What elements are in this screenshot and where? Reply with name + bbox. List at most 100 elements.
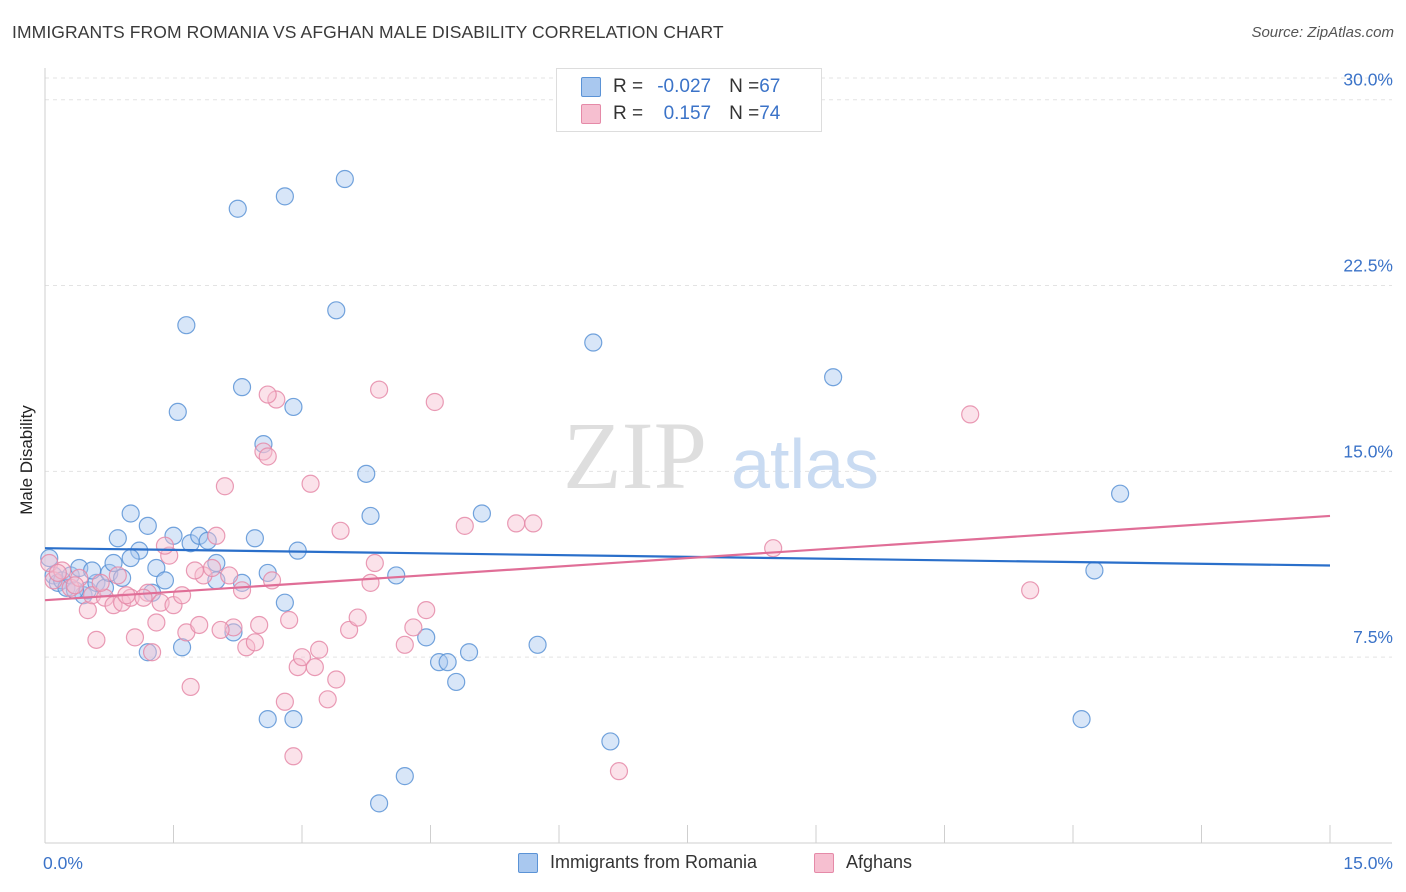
romania-point <box>335 169 354 189</box>
series-swatch-afghans <box>814 852 834 873</box>
afghan-point <box>340 620 359 640</box>
grid-lines <box>45 77 1392 658</box>
romania-point <box>584 333 603 352</box>
afghan-point <box>185 561 205 580</box>
romania-point <box>327 301 346 320</box>
romania-point <box>357 464 376 483</box>
afghan-point <box>280 610 299 630</box>
afghan-point <box>507 514 526 533</box>
series-swatch-romania <box>518 852 538 873</box>
afghan-point <box>961 405 980 424</box>
romania-trend-line <box>44 547 1331 567</box>
romania-point <box>1085 561 1104 580</box>
afghan-point <box>258 385 277 404</box>
afghan-point <box>202 558 222 578</box>
legend-r-label: R = <box>613 76 644 97</box>
afghan-point <box>108 566 127 585</box>
watermark-atlas: atlas <box>731 425 879 503</box>
afghan-point <box>524 514 543 533</box>
romania-point <box>395 767 414 786</box>
afghan-point <box>147 613 166 632</box>
afghan-point <box>258 447 277 466</box>
romania-point <box>40 548 59 568</box>
y-tick-label: 30.0% <box>1343 70 1393 90</box>
afghan-point <box>425 392 444 412</box>
romania-point <box>417 628 436 647</box>
afghan-point <box>267 390 286 409</box>
afghan-point <box>275 692 294 711</box>
afghan-point <box>370 380 389 399</box>
correlation-legend: R = -0.027 N = 67 R = 0.157 N = 74 <box>556 68 822 132</box>
romania-point <box>1111 484 1130 503</box>
romania-point <box>472 504 491 523</box>
afghan-point <box>91 573 110 592</box>
romania-point <box>147 558 166 578</box>
afghan-point <box>172 586 192 605</box>
legend-r-value: -0.027 <box>657 76 712 97</box>
romania-point <box>155 571 175 590</box>
afghan-point <box>327 670 346 689</box>
romania-point <box>177 316 196 335</box>
afghan-point <box>348 608 367 627</box>
afghan-point <box>764 539 783 558</box>
y-axis-label: Male Disability <box>17 405 36 515</box>
series-legend-afghans[interactable]: Afghans <box>814 852 912 873</box>
watermark-zip: ZIP <box>563 402 707 509</box>
afghan-point <box>207 526 226 545</box>
afghan-point <box>155 536 175 555</box>
romania-point <box>824 368 843 387</box>
watermark: ZIP atlas <box>563 402 879 509</box>
x-tick-label: 0.0% <box>43 853 83 873</box>
romania-point <box>601 732 620 751</box>
romania-point <box>232 378 252 397</box>
afghan-point <box>292 648 312 667</box>
romania-point <box>172 638 192 657</box>
legend-r-label: R = <box>613 103 644 124</box>
afghan-point <box>365 553 384 573</box>
afghan-point <box>305 657 324 677</box>
series-legend-romania[interactable]: Immigrants from Romania <box>518 852 757 873</box>
romania-point <box>121 504 140 523</box>
afghan-point <box>395 635 414 654</box>
afghan-point <box>78 601 97 620</box>
romania-point <box>459 643 479 662</box>
romania-point <box>528 635 547 654</box>
legend-row-afghans: R = 0.157 N = 74 <box>581 100 780 128</box>
series-label-romania: Immigrants from Romania <box>550 852 758 872</box>
y-tick-label: 15.0% <box>1343 441 1393 461</box>
afghan-point <box>318 690 337 709</box>
afghan-point <box>87 630 106 649</box>
afghan-point <box>455 516 474 535</box>
afghan-point <box>181 677 200 697</box>
afghan-point <box>404 618 423 637</box>
afghan-trend-line <box>44 514 1331 602</box>
legend-n-label: N = <box>729 76 760 97</box>
source-credit: Source: ZipAtlas.com <box>1251 24 1394 41</box>
legend-swatch-romania <box>581 77 601 97</box>
afghan-point <box>310 640 329 659</box>
chart-title: IMMIGRANTS FROM ROMANIA VS AFGHAN MALE D… <box>12 22 724 42</box>
romania-point <box>1072 710 1091 729</box>
romania-point <box>108 529 127 548</box>
y-tick-label: 7.5% <box>1353 627 1393 647</box>
afghan-point <box>361 573 380 592</box>
romania-point <box>258 710 277 729</box>
afghan-point <box>142 643 162 662</box>
afghan-point <box>237 638 256 657</box>
afghan-point <box>48 563 67 583</box>
afghan-point <box>65 576 85 595</box>
afghan-point <box>134 588 153 607</box>
y-tick-label: 22.5% <box>1343 256 1393 276</box>
romania-point <box>275 187 294 206</box>
afghan-point <box>609 762 629 781</box>
tick-labels: 7.5% 15.0% 22.5% 30.0% 0.0% 15.0% <box>43 70 1393 873</box>
legend-row-romania: R = -0.027 N = 67 <box>581 73 780 101</box>
romania-point <box>284 397 303 417</box>
axes <box>44 68 1392 844</box>
romania-point <box>275 593 294 612</box>
series-label-afghans: Afghans <box>846 852 913 872</box>
romania-point <box>387 566 406 585</box>
legend-swatch-afghans <box>581 104 601 124</box>
afghan-point <box>245 633 264 652</box>
romania-point <box>361 506 380 526</box>
